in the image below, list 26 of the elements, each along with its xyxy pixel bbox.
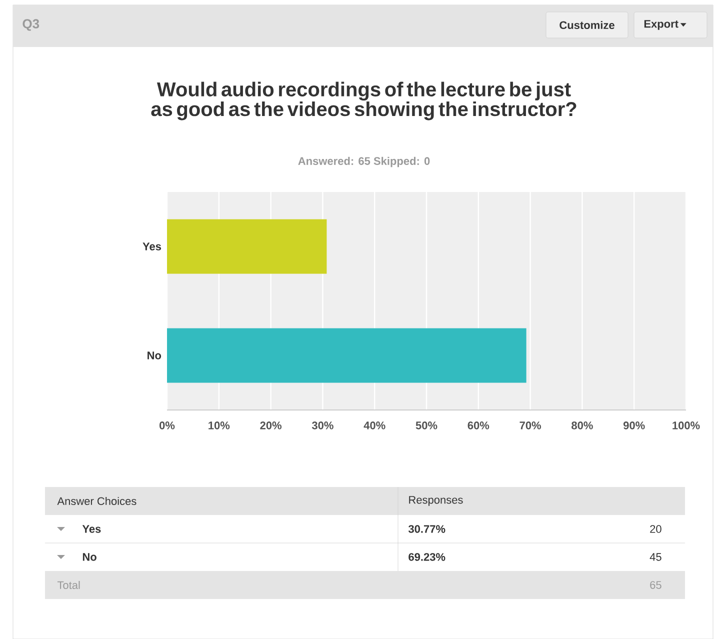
text: Answer Choices — [57, 496, 136, 505]
text: 65 — [650, 581, 662, 589]
x-tick-label: 40% — [364, 421, 386, 430]
chart-subtitle: Answered: 65 Skipped: 0 — [298, 156, 430, 168]
x-tick-label: 20% — [260, 421, 282, 430]
x-tick-label: 80% — [572, 421, 593, 430]
text: 30.77% — [408, 525, 446, 533]
category-label: Yes — [82, 525, 101, 533]
x-tick-label: 90% — [623, 421, 645, 430]
x-tick-label: 50% — [416, 421, 438, 430]
text: Export — [644, 20, 678, 30]
x-tick-label: 70% — [520, 421, 542, 430]
text: 69.23% — [408, 553, 446, 561]
text: Q3 — [22, 19, 40, 31]
text: Customize — [560, 20, 614, 29]
x-tick-label: 60% — [468, 421, 490, 430]
category-label: No — [82, 553, 96, 561]
x-tick-label: 30% — [312, 421, 334, 430]
text: Responses — [409, 496, 463, 506]
x-tick-label: 100% — [672, 421, 700, 430]
text: Total — [57, 580, 80, 589]
text: 20 — [650, 525, 662, 533]
text: 45 — [650, 553, 662, 561]
x-tick-label: 10% — [208, 421, 230, 430]
chart-title: Would audio recordings of the lecture be just as good as the videos showing the instructor? — [151, 82, 576, 120]
x-tick-label: 0% — [159, 421, 175, 430]
